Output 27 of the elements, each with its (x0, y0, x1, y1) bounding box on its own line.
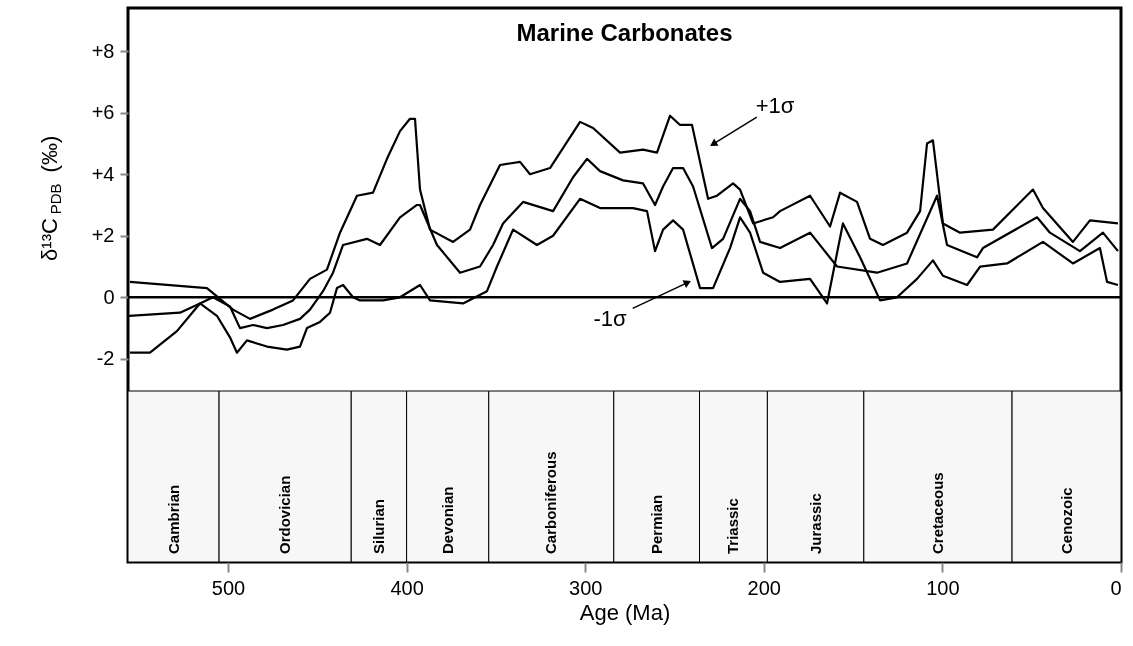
band-label: Cenozoic (1057, 487, 1075, 554)
x-axis-title: Age (Ma) (579, 599, 671, 625)
y-axis-title: δ¹³CPDB (‰) (37, 135, 64, 261)
chart-title: Marine Carbonates (516, 19, 733, 46)
band-label: Permian (647, 494, 665, 554)
x-tick-label: 100 (926, 576, 960, 599)
band-label: Cambrian (164, 484, 182, 554)
band-label: Cretaceous (928, 472, 946, 554)
x-tick-label: 200 (747, 576, 781, 599)
y-tick-label: +2 (91, 224, 115, 247)
y-tick-label: +4 (91, 162, 115, 185)
band-label: Carboniferous (542, 451, 560, 554)
band-label: Triassic (724, 498, 742, 554)
y-tick-label: +6 (91, 101, 115, 124)
band-label: Silurian (369, 498, 387, 554)
y-tick-label: +8 (91, 39, 115, 62)
x-tick-label: 300 (569, 576, 603, 599)
annotation: +1σ (755, 93, 795, 118)
x-tick-label: 0 (1110, 576, 1122, 599)
x-tick-label: 500 (211, 576, 246, 599)
band-label: Ordovician (276, 475, 294, 554)
annotation: -1σ (593, 306, 627, 331)
band-label: Jurassic (806, 493, 824, 554)
y-tick-label: -2 (96, 347, 115, 370)
x-tick-label: 400 (390, 576, 424, 599)
y-tick-label: 0 (103, 285, 115, 308)
band-label: Devonian (438, 486, 456, 554)
